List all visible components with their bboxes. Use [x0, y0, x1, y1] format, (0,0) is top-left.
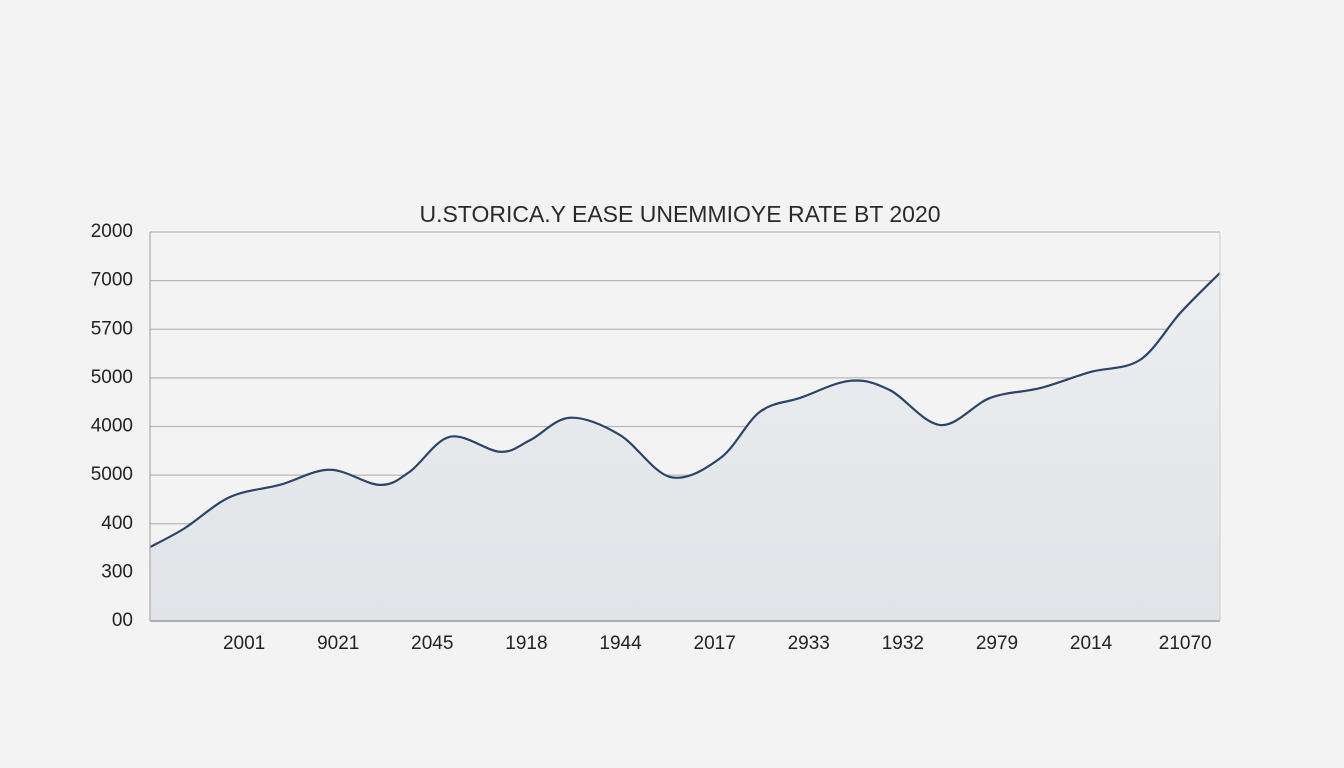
y-tick-label: 400	[101, 513, 133, 534]
x-tick-label: 2933	[788, 633, 830, 654]
x-tick-label: 2014	[1070, 633, 1113, 654]
y-tick-label: 300	[101, 561, 133, 582]
x-tick-label: 2017	[694, 633, 736, 654]
chart-title: U.STORICA.Y EASE UNEMMIOYE RATE BT 2020	[419, 201, 940, 227]
area-fill	[150, 272, 1220, 621]
y-tick-label: 7000	[91, 270, 133, 291]
x-tick-label: 9021	[317, 633, 359, 654]
area-line	[149, 272, 1221, 549]
y-tick-label: 5000	[91, 464, 133, 485]
y-tick-label: 4000	[91, 416, 133, 437]
x-tick-label: 1918	[505, 633, 547, 654]
y-tick-label: 00	[112, 610, 133, 631]
y-tick-label: 5000	[91, 367, 133, 388]
y-tick-label: 5700	[91, 318, 133, 339]
x-tick-label: 2979	[976, 633, 1018, 654]
y-tick-label: 2000	[91, 221, 133, 242]
x-tick-label: 1932	[882, 633, 924, 654]
x-tick-label: 21070	[1159, 633, 1212, 654]
x-tick-label: 2001	[223, 633, 265, 654]
x-tick-label: 1944	[599, 633, 642, 654]
x-tick-label: 2045	[411, 633, 453, 654]
